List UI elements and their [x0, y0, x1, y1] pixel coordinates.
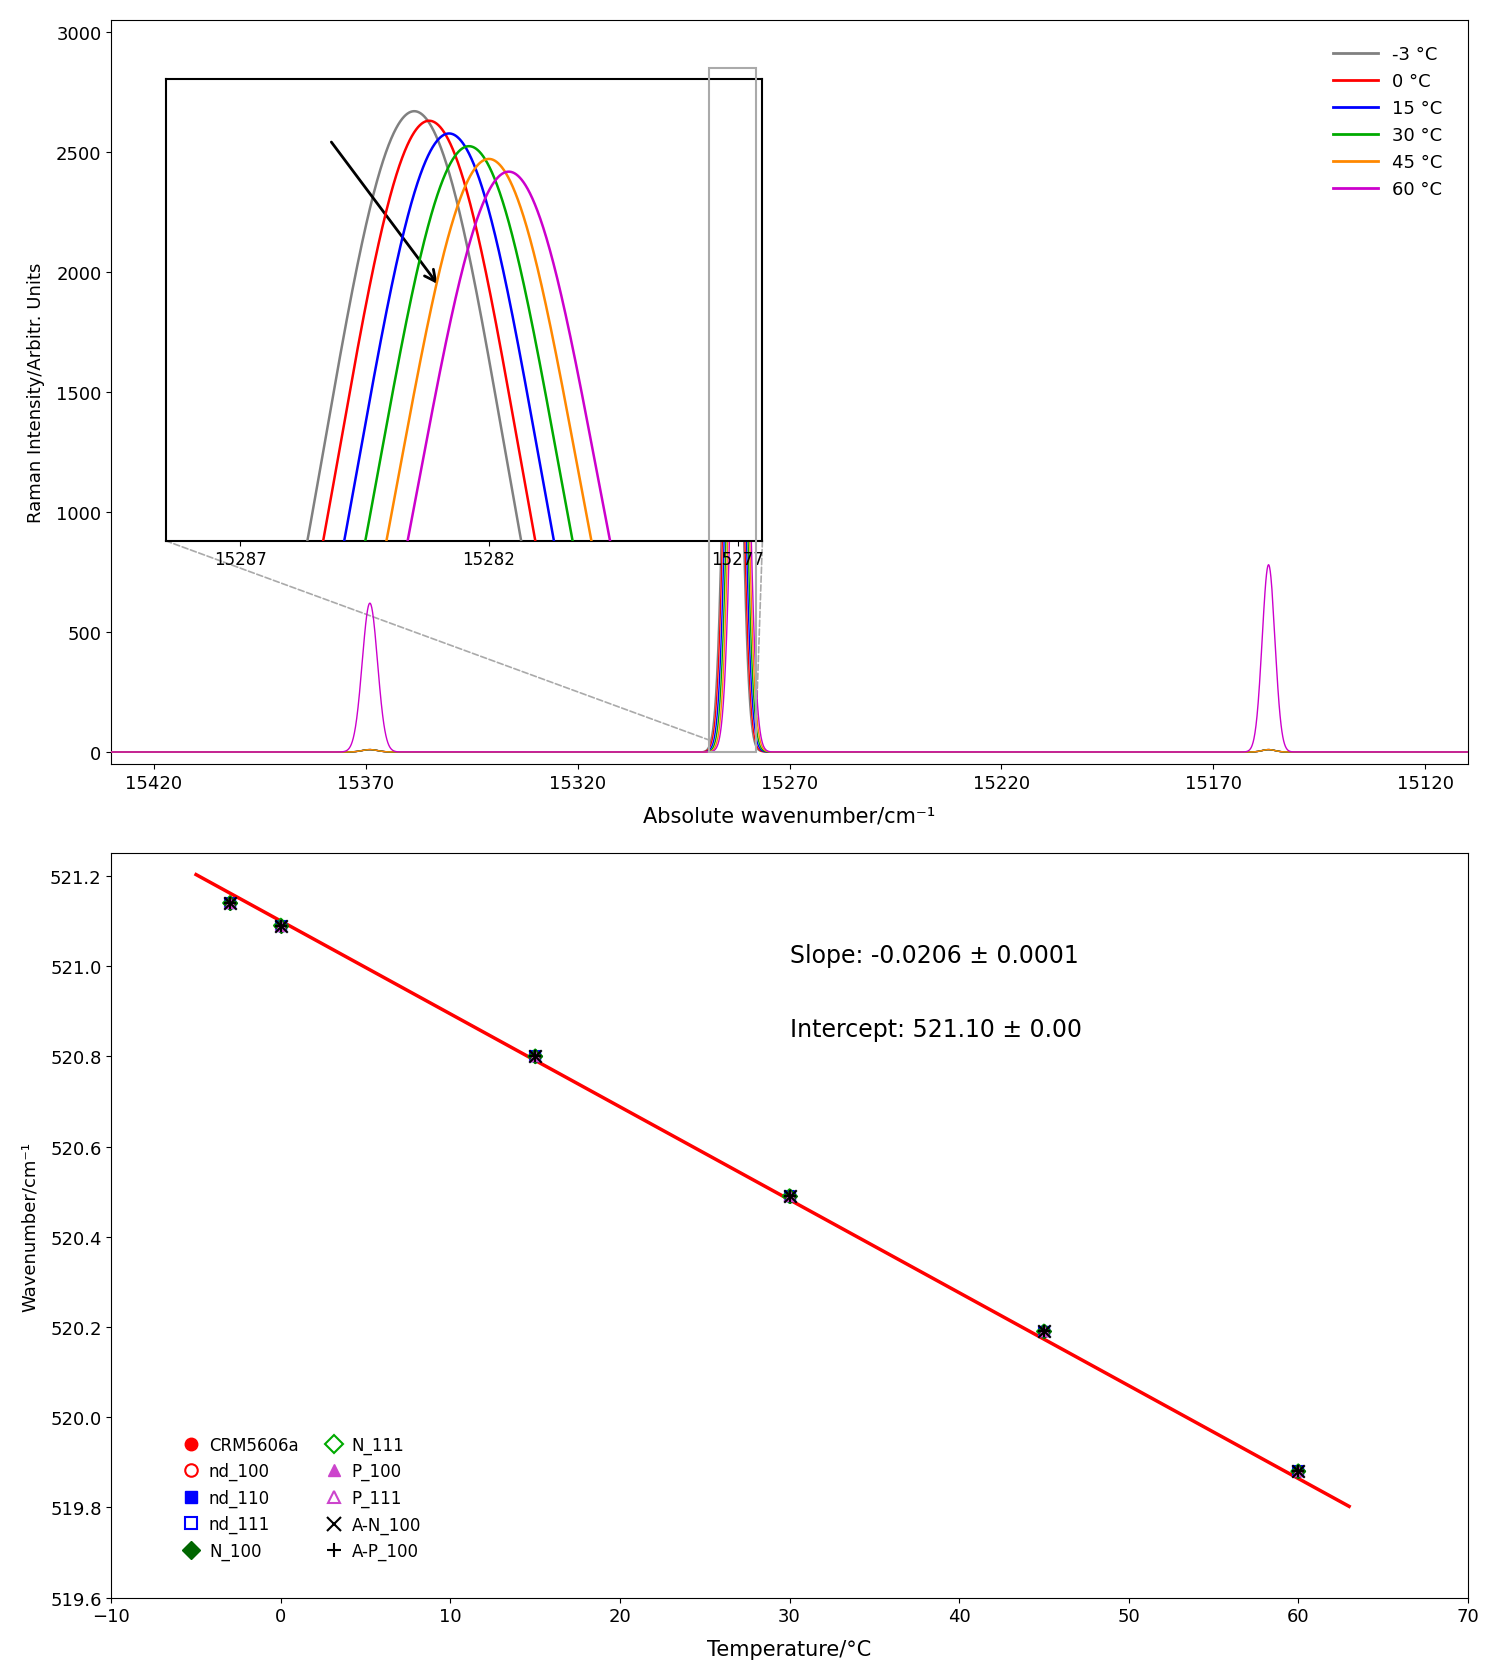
Point: [217, 890, 242, 917]
Legend: -3 °C, 0 °C, 15 °C, 30 °C, 45 °C, 60 °C: -3 °C, 0 °C, 15 °C, 30 °C, 45 °C, 60 °C: [1326, 39, 1449, 207]
Point: [1286, 1458, 1310, 1485]
Point: [1032, 1319, 1056, 1346]
X-axis label: Temperature/°C: Temperature/°C: [708, 1640, 872, 1660]
Point: [524, 1043, 548, 1070]
Y-axis label: Raman Intensity/Arbitr. Units: Raman Intensity/Arbitr. Units: [27, 262, 45, 522]
Point: [524, 1043, 548, 1070]
Point: [1032, 1319, 1056, 1346]
Point: [777, 1183, 801, 1210]
Point: [1286, 1458, 1310, 1485]
Point: [268, 912, 292, 939]
Point: [217, 890, 242, 917]
Point: [1032, 1319, 1056, 1346]
Point: [777, 1183, 801, 1210]
Point: [268, 912, 292, 939]
Point: [1286, 1458, 1310, 1485]
Point: [1032, 1319, 1056, 1346]
Point: [777, 1183, 801, 1210]
Point: [217, 890, 242, 917]
Point: [1032, 1319, 1056, 1346]
Point: [1286, 1458, 1310, 1485]
Point: [777, 1183, 801, 1210]
Point: [268, 912, 292, 939]
Point: [1286, 1458, 1310, 1485]
Point: [524, 1043, 548, 1070]
Point: [524, 1043, 548, 1070]
Point: [268, 912, 292, 939]
Y-axis label: Wavenumber/cm⁻¹: Wavenumber/cm⁻¹: [21, 1141, 39, 1310]
Point: [524, 1043, 548, 1070]
Point: [268, 912, 292, 939]
Point: [268, 912, 292, 939]
Point: [777, 1183, 801, 1210]
X-axis label: Absolute wavenumber/cm⁻¹: Absolute wavenumber/cm⁻¹: [644, 806, 936, 827]
Point: [217, 890, 242, 917]
Point: [268, 912, 292, 939]
Point: [268, 912, 292, 939]
Point: [217, 890, 242, 917]
Point: [1286, 1458, 1310, 1485]
Point: [777, 1183, 801, 1210]
Point: [524, 1043, 548, 1070]
Point: [524, 1043, 548, 1070]
Text: Intercept: 521.10 ± 0.00: Intercept: 521.10 ± 0.00: [789, 1018, 1082, 1042]
Point: [217, 890, 242, 917]
Point: [268, 912, 292, 939]
Point: [777, 1183, 801, 1210]
Point: [1286, 1458, 1310, 1485]
Point: [1032, 1319, 1056, 1346]
Point: [217, 890, 242, 917]
Point: [217, 890, 242, 917]
Point: [217, 890, 242, 917]
Point: [1286, 1458, 1310, 1485]
Point: [777, 1183, 801, 1210]
Point: [524, 1043, 548, 1070]
Point: [217, 890, 242, 917]
Point: [777, 1183, 801, 1210]
Legend: CRM5606a, nd_100, nd_110, nd_111, N_100, N_111, P_100, P_111, A-N_100, A-P_100: CRM5606a, nd_100, nd_110, nd_111, N_100,…: [174, 1430, 428, 1567]
Point: [268, 912, 292, 939]
Point: [1032, 1319, 1056, 1346]
Point: [1286, 1458, 1310, 1485]
Point: [1032, 1319, 1056, 1346]
Bar: [710, 69, 756, 753]
Text: Slope: -0.0206 ± 0.0001: Slope: -0.0206 ± 0.0001: [789, 942, 1078, 968]
Point: [1032, 1319, 1056, 1346]
Point: [1286, 1458, 1310, 1485]
Point: [1032, 1319, 1056, 1346]
Point: [524, 1043, 548, 1070]
Point: [524, 1043, 548, 1070]
Point: [777, 1183, 801, 1210]
